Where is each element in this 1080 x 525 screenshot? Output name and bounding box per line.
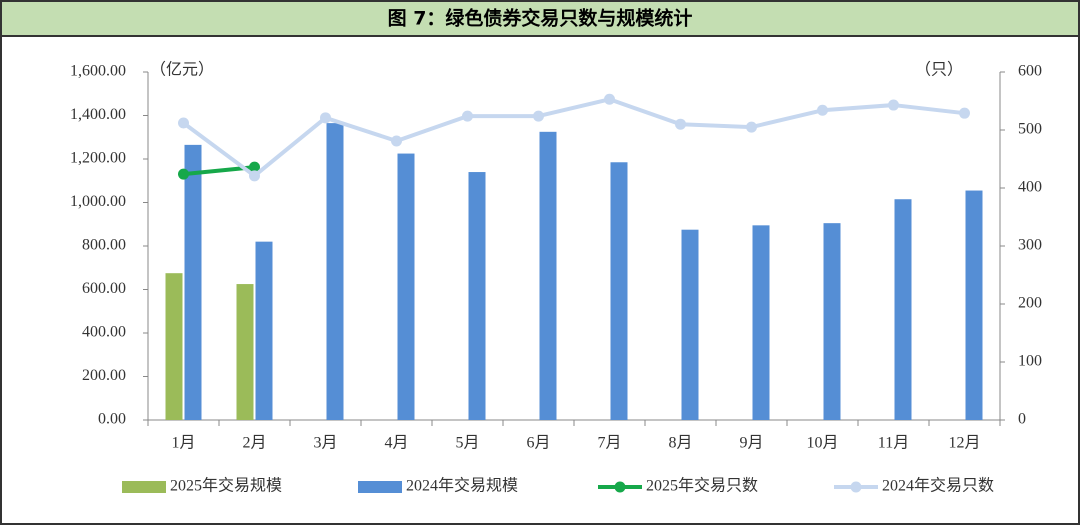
x-tick-label: 5月 bbox=[455, 435, 479, 452]
x-tick-label: 8月 bbox=[668, 435, 692, 452]
x-tick-label: 4月 bbox=[384, 435, 408, 452]
x-tick-label: 12月 bbox=[948, 435, 980, 452]
line-point bbox=[959, 107, 970, 119]
chart-title: 图 7：绿色债券交易只数与规模统计 bbox=[388, 7, 693, 30]
x-tick-label: 9月 bbox=[739, 435, 763, 452]
bar bbox=[894, 199, 912, 420]
bar bbox=[326, 123, 344, 421]
line-point bbox=[178, 117, 189, 129]
y2-tick-label: 200 bbox=[1018, 295, 1042, 312]
line-point bbox=[675, 118, 686, 130]
legend-swatch bbox=[358, 481, 402, 493]
bar bbox=[681, 229, 699, 420]
line-point bbox=[888, 99, 899, 111]
line-point bbox=[391, 135, 402, 147]
y-tick-label: 1,400.00 bbox=[70, 106, 126, 123]
y2-tick-label: 0 bbox=[1018, 411, 1026, 428]
legend-swatch bbox=[614, 481, 626, 493]
y-unit: （亿元） bbox=[150, 61, 214, 79]
legend-label: 2025年交易规模 bbox=[170, 477, 282, 495]
bar bbox=[823, 223, 841, 420]
y-tick-label: 1,600.00 bbox=[70, 63, 126, 80]
line-point bbox=[817, 104, 828, 116]
y2-tick-label: 600 bbox=[1018, 63, 1042, 80]
bar bbox=[165, 273, 183, 420]
bar bbox=[255, 241, 273, 420]
legend-swatch bbox=[122, 481, 166, 493]
line-point bbox=[178, 168, 189, 180]
bar bbox=[468, 172, 486, 420]
bar bbox=[397, 153, 415, 420]
line-point bbox=[249, 170, 260, 182]
bar bbox=[539, 131, 557, 420]
bar bbox=[236, 284, 254, 420]
y2-unit: （只） bbox=[915, 61, 963, 79]
x-tick-label: 7月 bbox=[597, 435, 621, 452]
title-bar bbox=[0, 0, 1080, 37]
line bbox=[182, 97, 965, 178]
line-point bbox=[746, 121, 757, 133]
legend-label: 2024年交易规模 bbox=[406, 477, 518, 495]
y-tick-label: 200.00 bbox=[82, 367, 126, 384]
y-tick-label: 1,000.00 bbox=[70, 193, 126, 210]
line-point bbox=[604, 93, 615, 105]
y-tick-label: 1,200.00 bbox=[70, 150, 126, 167]
x-tick-label: 3月 bbox=[313, 435, 337, 452]
legend-swatch bbox=[850, 481, 862, 493]
x-tick-label: 2月 bbox=[242, 435, 266, 452]
y-tick-label: 800.00 bbox=[82, 237, 126, 254]
line-point bbox=[533, 110, 544, 122]
x-tick-label: 11月 bbox=[878, 435, 909, 452]
legend-label: 2024年交易只数 bbox=[882, 477, 994, 495]
y-tick-label: 0.00 bbox=[98, 411, 126, 428]
x-tick-label: 6月 bbox=[526, 435, 550, 452]
bar bbox=[965, 190, 983, 420]
y-tick-label: 600.00 bbox=[82, 280, 126, 297]
line-point bbox=[462, 110, 473, 122]
y2-tick-label: 500 bbox=[1018, 121, 1042, 138]
y2-tick-label: 300 bbox=[1018, 237, 1042, 254]
y-tick-label: 400.00 bbox=[82, 324, 126, 341]
line-point bbox=[320, 112, 331, 124]
line-point bbox=[249, 161, 260, 173]
bar bbox=[752, 225, 770, 420]
y2-tick-label: 400 bbox=[1018, 179, 1042, 196]
bar bbox=[184, 144, 202, 421]
x-tick-label: 1月 bbox=[171, 435, 195, 452]
legend-label: 2025年交易只数 bbox=[646, 477, 758, 495]
y2-tick-label: 100 bbox=[1018, 353, 1042, 370]
bar bbox=[610, 162, 628, 420]
x-tick-label: 10月 bbox=[806, 435, 838, 452]
